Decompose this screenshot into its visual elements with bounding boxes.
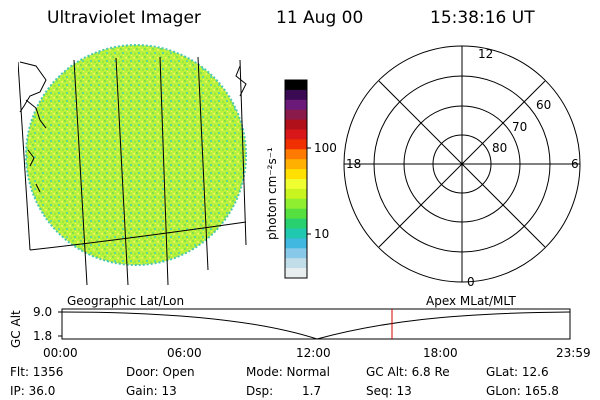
time-tick: 00:00	[43, 346, 78, 360]
instrument-title: Ultraviolet Imager	[47, 8, 201, 28]
colorbar-unit: photon cm⁻²s⁻¹	[265, 147, 279, 240]
colorbar-segment	[285, 139, 307, 150]
mlat-label: 80	[492, 141, 508, 155]
colorbar-segment	[285, 99, 307, 111]
altitude-ytick: 1.8	[33, 329, 53, 343]
colorbar-segment	[285, 268, 307, 279]
dsp-label: Dsp:	[246, 384, 274, 398]
colorbar-segment	[285, 109, 307, 121]
mode-status: Mode: Normal	[246, 365, 330, 379]
time-tick: 12:00	[296, 346, 331, 360]
altitude-ylabel: GC Alt	[9, 310, 23, 348]
polar-plot	[343, 45, 581, 283]
observation-date: 11 Aug 00	[276, 8, 364, 28]
apex-label: Apex MLat/MLT	[426, 294, 516, 308]
colorbar-segment	[285, 198, 307, 210]
geographic-latitude: GLat: 12.6	[486, 365, 549, 379]
color-bar	[285, 80, 307, 279]
altitude-ytick: 9.0	[33, 305, 53, 319]
dsp-value: 1.7	[302, 384, 322, 398]
mlt-label: 12	[478, 47, 494, 61]
altitude-plot	[58, 308, 571, 340]
colorbar-segment	[285, 188, 307, 200]
lat-lon-grid	[18, 56, 247, 285]
observation-time: 15:38:16 UT	[430, 8, 535, 28]
mlat-label: 60	[536, 98, 552, 112]
flight-number: Flt: 1356	[10, 365, 64, 379]
colorbar-segment	[285, 218, 307, 229]
time-tick: 06:00	[167, 346, 202, 360]
geographic-label: Geographic Lat/Lon	[67, 294, 185, 308]
mlat-label: 70	[512, 120, 528, 134]
gc-altitude: GC Alt: 6.8 Re	[366, 365, 450, 379]
door-status: Door: Open	[126, 365, 195, 379]
colorbar-segment	[285, 159, 307, 170]
mlt-label: 0	[467, 275, 475, 289]
coastline	[19, 61, 247, 193]
colorbar-tick: 10	[314, 227, 330, 241]
colorbar-segment	[285, 169, 307, 180]
colorbar-tick: 100	[314, 141, 337, 155]
geographic-map	[18, 44, 247, 285]
sequence-number: Seq: 13	[366, 384, 412, 398]
gain-value: Gain: 13	[126, 384, 177, 398]
colorbar-segment	[285, 258, 307, 269]
time-tick: 18:00	[423, 346, 458, 360]
colorbar-segment	[285, 179, 307, 190]
colorbar-segment	[285, 228, 307, 239]
time-tick: 23:59	[556, 346, 591, 360]
colorbar-segment	[285, 80, 307, 91]
geographic-longitude: GLon: 165.8	[486, 384, 559, 398]
colorbar-segment	[285, 119, 307, 130]
colorbar-segment	[285, 248, 307, 259]
colorbar-segment	[285, 238, 307, 249]
colorbar-segment	[285, 149, 307, 160]
ip-value: IP: 36.0	[10, 384, 56, 398]
colorbar-segment	[285, 89, 307, 101]
mlt-label: 18	[346, 157, 362, 171]
mlt-label: 6	[571, 157, 579, 171]
colorbar-segment	[285, 129, 307, 140]
colorbar-segment	[285, 208, 307, 220]
earth-disk	[26, 45, 246, 265]
